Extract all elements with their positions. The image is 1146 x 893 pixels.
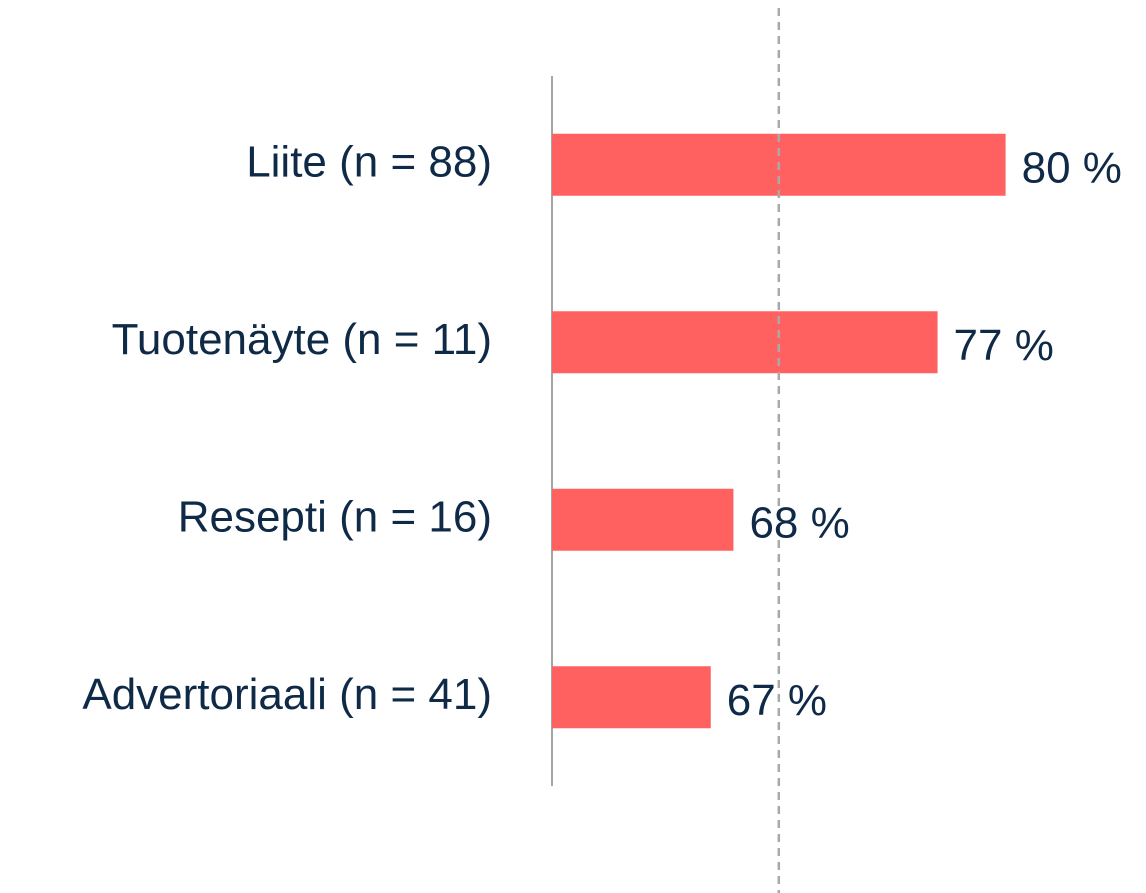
category-label: Tuotenäyte (n = 11) xyxy=(112,315,492,364)
bar xyxy=(552,311,938,374)
category-label: Resepti (n = 16) xyxy=(178,492,492,541)
bar xyxy=(552,666,711,729)
value-label: 67 % xyxy=(727,676,827,725)
value-label: 80 % xyxy=(1022,143,1122,192)
value-label: 77 % xyxy=(954,321,1054,370)
category-label: Liite (n = 88) xyxy=(246,137,492,186)
bar xyxy=(552,488,734,551)
value-label: 68 % xyxy=(749,498,849,547)
category-label: Advertoriaali (n = 41) xyxy=(82,670,492,719)
